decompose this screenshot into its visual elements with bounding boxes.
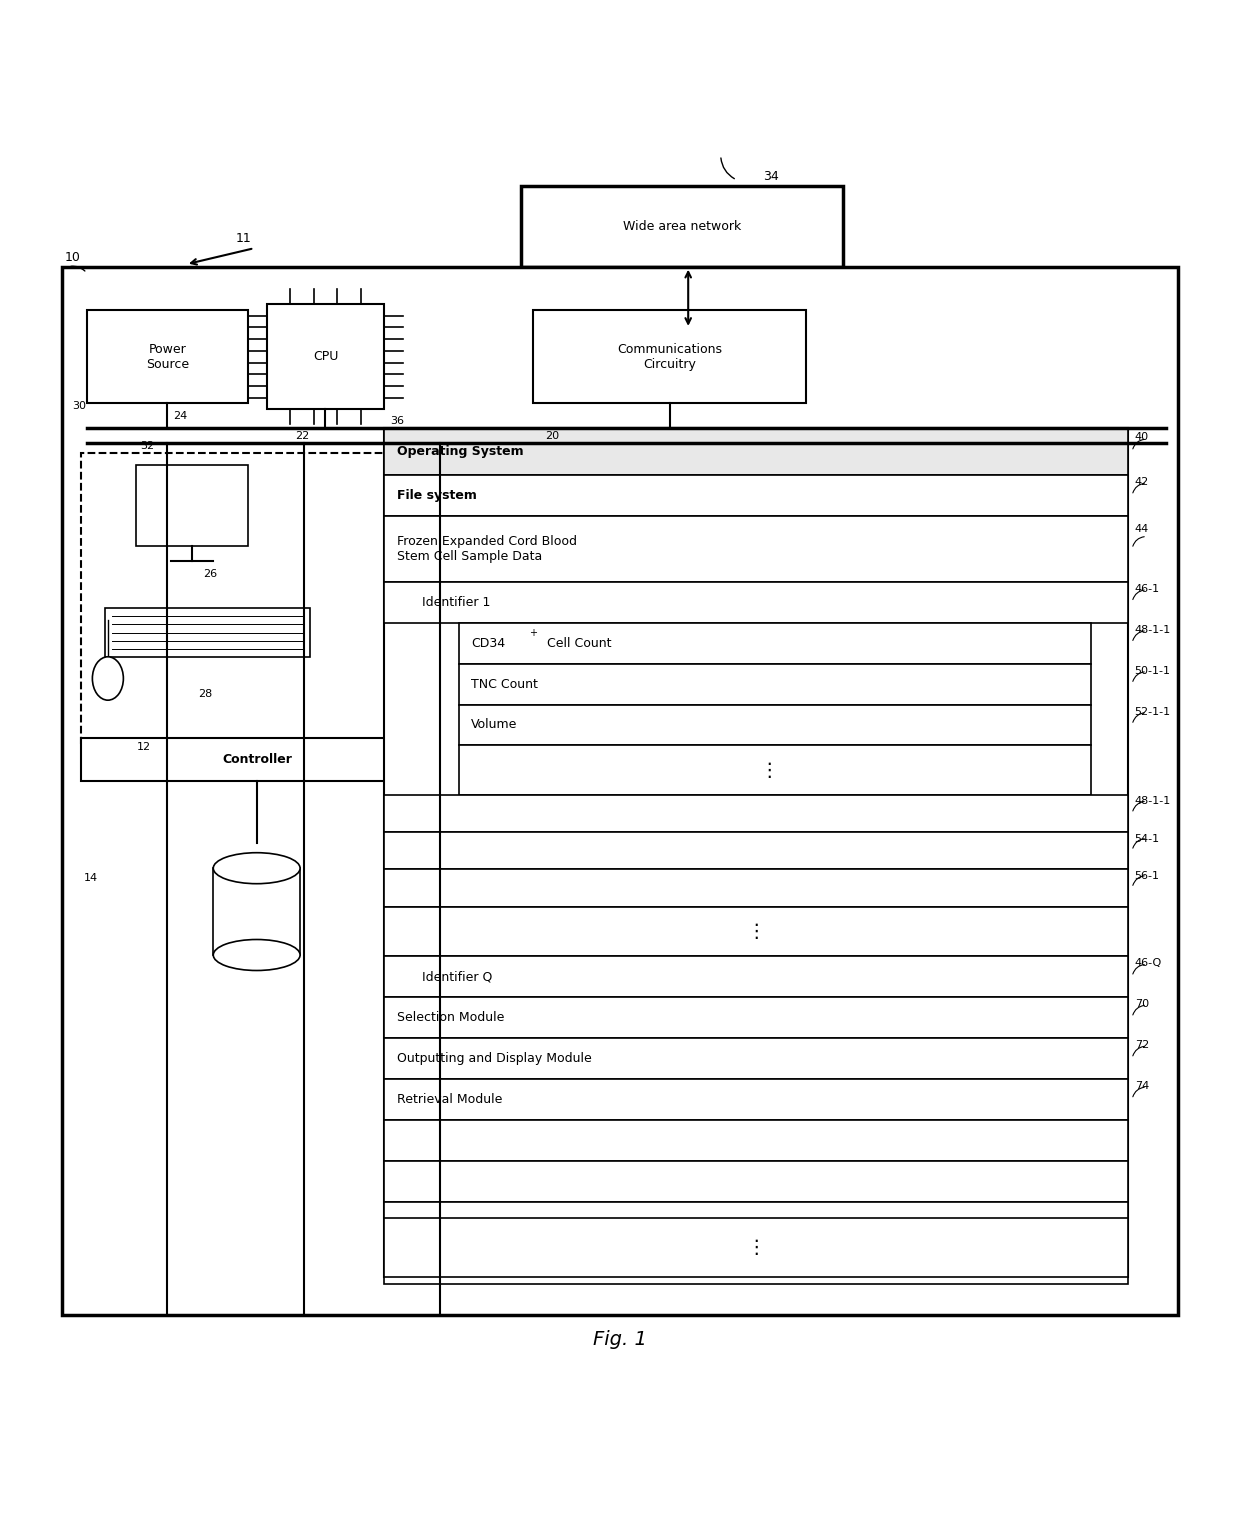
FancyBboxPatch shape xyxy=(384,475,1128,517)
Text: 56-1: 56-1 xyxy=(1135,871,1159,881)
Text: +: + xyxy=(529,628,537,638)
Text: Fig. 1: Fig. 1 xyxy=(593,1330,647,1349)
Text: 74: 74 xyxy=(1135,1081,1148,1092)
FancyBboxPatch shape xyxy=(213,867,300,955)
FancyBboxPatch shape xyxy=(384,1038,1128,1080)
FancyBboxPatch shape xyxy=(384,1218,1128,1278)
FancyBboxPatch shape xyxy=(384,795,1128,832)
Text: Outputting and Display Module: Outputting and Display Module xyxy=(397,1052,591,1064)
FancyBboxPatch shape xyxy=(384,428,1128,1278)
Text: 26: 26 xyxy=(203,569,217,578)
Text: Wide area network: Wide area network xyxy=(622,220,742,232)
Text: CD34: CD34 xyxy=(471,637,506,649)
Text: 44: 44 xyxy=(1135,524,1148,535)
Text: 11: 11 xyxy=(236,232,252,245)
Text: Operating System: Operating System xyxy=(397,444,523,458)
Text: TNC Count: TNC Count xyxy=(471,678,538,691)
Text: 24: 24 xyxy=(174,411,187,421)
Text: Frozen Expanded Cord Blood
Stem Cell Sample Data: Frozen Expanded Cord Blood Stem Cell Sam… xyxy=(397,535,577,563)
Ellipse shape xyxy=(213,852,300,884)
FancyBboxPatch shape xyxy=(459,704,1091,746)
Text: 28: 28 xyxy=(198,689,212,700)
FancyBboxPatch shape xyxy=(267,305,384,409)
FancyBboxPatch shape xyxy=(81,452,434,744)
FancyBboxPatch shape xyxy=(81,738,434,781)
Text: 48-1-1: 48-1-1 xyxy=(1135,797,1171,806)
FancyBboxPatch shape xyxy=(136,464,248,546)
Text: 12: 12 xyxy=(136,743,150,752)
FancyBboxPatch shape xyxy=(459,623,1091,663)
FancyBboxPatch shape xyxy=(384,906,1128,957)
FancyBboxPatch shape xyxy=(384,832,1128,869)
FancyBboxPatch shape xyxy=(384,517,1128,581)
Text: ⋮: ⋮ xyxy=(746,1238,766,1257)
Text: ⋮: ⋮ xyxy=(746,921,766,941)
Text: Power
Source: Power Source xyxy=(146,343,188,371)
Text: 46-1: 46-1 xyxy=(1135,584,1159,594)
Text: 36: 36 xyxy=(391,417,404,426)
Text: 34: 34 xyxy=(763,171,779,183)
FancyBboxPatch shape xyxy=(384,1243,1128,1284)
FancyBboxPatch shape xyxy=(384,428,1128,475)
Text: 48-1-1: 48-1-1 xyxy=(1135,624,1171,635)
Text: 52-1-1: 52-1-1 xyxy=(1135,707,1171,717)
Text: 40: 40 xyxy=(1135,432,1148,441)
FancyBboxPatch shape xyxy=(533,311,806,403)
FancyBboxPatch shape xyxy=(87,311,248,403)
FancyBboxPatch shape xyxy=(459,663,1091,704)
FancyBboxPatch shape xyxy=(384,1161,1128,1201)
Text: 22: 22 xyxy=(295,431,309,441)
FancyBboxPatch shape xyxy=(384,1080,1128,1120)
Text: 54-1: 54-1 xyxy=(1135,834,1159,843)
Text: 32: 32 xyxy=(140,441,154,451)
Ellipse shape xyxy=(92,657,123,700)
FancyBboxPatch shape xyxy=(384,1120,1128,1161)
Text: 50-1-1: 50-1-1 xyxy=(1135,666,1171,675)
Text: 14: 14 xyxy=(84,872,98,883)
Text: 30: 30 xyxy=(72,401,86,411)
Text: 70: 70 xyxy=(1135,1000,1148,1009)
Ellipse shape xyxy=(213,940,300,970)
Text: 72: 72 xyxy=(1135,1040,1148,1050)
FancyBboxPatch shape xyxy=(384,997,1128,1038)
FancyBboxPatch shape xyxy=(384,1201,1128,1243)
Text: Retrieval Module: Retrieval Module xyxy=(397,1094,502,1106)
Text: Controller: Controller xyxy=(222,754,293,766)
Text: Communications
Circuitry: Communications Circuitry xyxy=(618,343,722,371)
Text: Cell Count: Cell Count xyxy=(543,637,611,649)
FancyBboxPatch shape xyxy=(62,266,1178,1315)
Text: ⋮: ⋮ xyxy=(759,761,779,780)
FancyBboxPatch shape xyxy=(521,186,843,266)
FancyBboxPatch shape xyxy=(459,746,1091,795)
FancyBboxPatch shape xyxy=(105,608,310,657)
Text: 20: 20 xyxy=(546,431,559,441)
Text: File system: File system xyxy=(397,489,476,501)
Text: Volume: Volume xyxy=(471,718,517,732)
FancyBboxPatch shape xyxy=(384,869,1128,906)
Text: 46-Q: 46-Q xyxy=(1135,958,1162,969)
FancyBboxPatch shape xyxy=(384,581,1128,623)
Text: Selection Module: Selection Module xyxy=(397,1010,505,1024)
Text: Identifier Q: Identifier Q xyxy=(422,970,492,983)
Text: 10: 10 xyxy=(64,251,81,263)
FancyBboxPatch shape xyxy=(384,957,1128,997)
Text: 42: 42 xyxy=(1135,477,1148,488)
Text: Identifier 1: Identifier 1 xyxy=(422,595,490,609)
Text: CPU: CPU xyxy=(312,351,339,363)
